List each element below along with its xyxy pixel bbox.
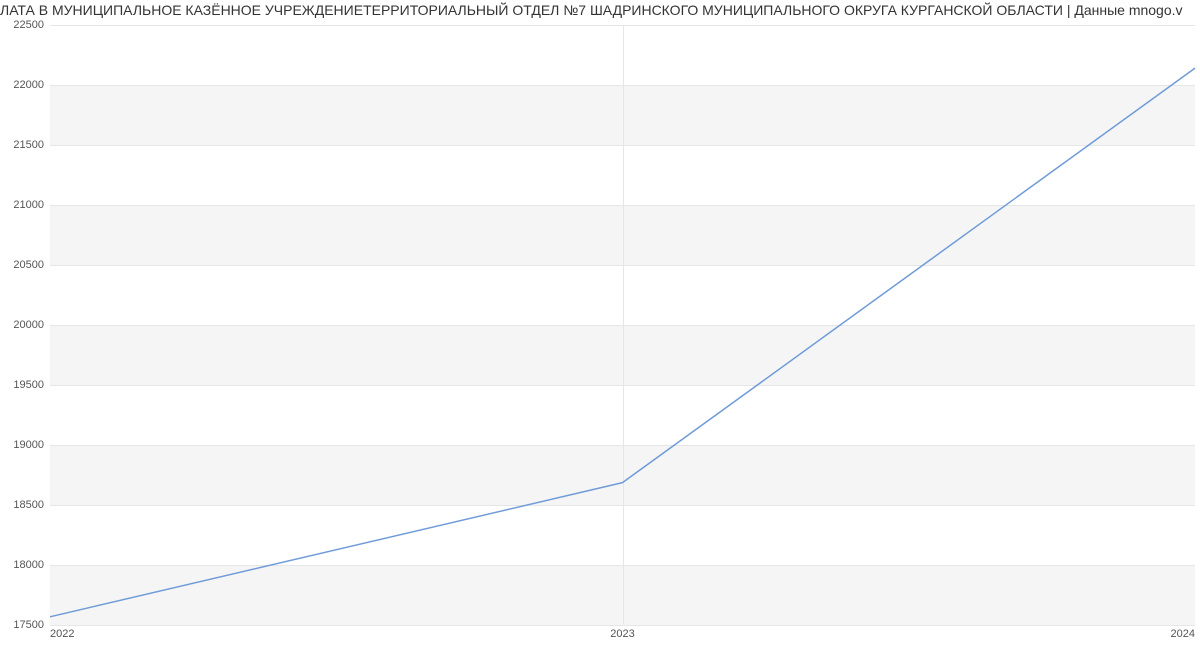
y-tick-label: 22500 — [13, 19, 50, 31]
y-tick-label: 22000 — [13, 79, 50, 91]
y-tick-label: 21000 — [13, 199, 50, 211]
y-tick-label: 19000 — [13, 439, 50, 451]
y-tick-label: 21500 — [13, 139, 50, 151]
x-tick-label: 2022 — [50, 624, 74, 640]
x-tick-label: 2023 — [610, 624, 634, 640]
chart-plot-area: 1750018000185001900019500200002050021000… — [50, 25, 1195, 625]
y-tick-label: 17500 — [13, 619, 50, 631]
y-tick-label: 20500 — [13, 259, 50, 271]
y-tick-label: 18000 — [13, 559, 50, 571]
chart-title: ЛАТА В МУНИЦИПАЛЬНОЕ КАЗЁННОЕ УЧРЕЖДЕНИЕ… — [0, 2, 1200, 18]
chart-series — [50, 25, 1195, 624]
x-tick-label: 2024 — [1171, 624, 1195, 640]
y-tick-label: 19500 — [13, 379, 50, 391]
y-tick-label: 18500 — [13, 499, 50, 511]
y-tick-label: 20000 — [13, 319, 50, 331]
line-series — [50, 68, 1195, 617]
